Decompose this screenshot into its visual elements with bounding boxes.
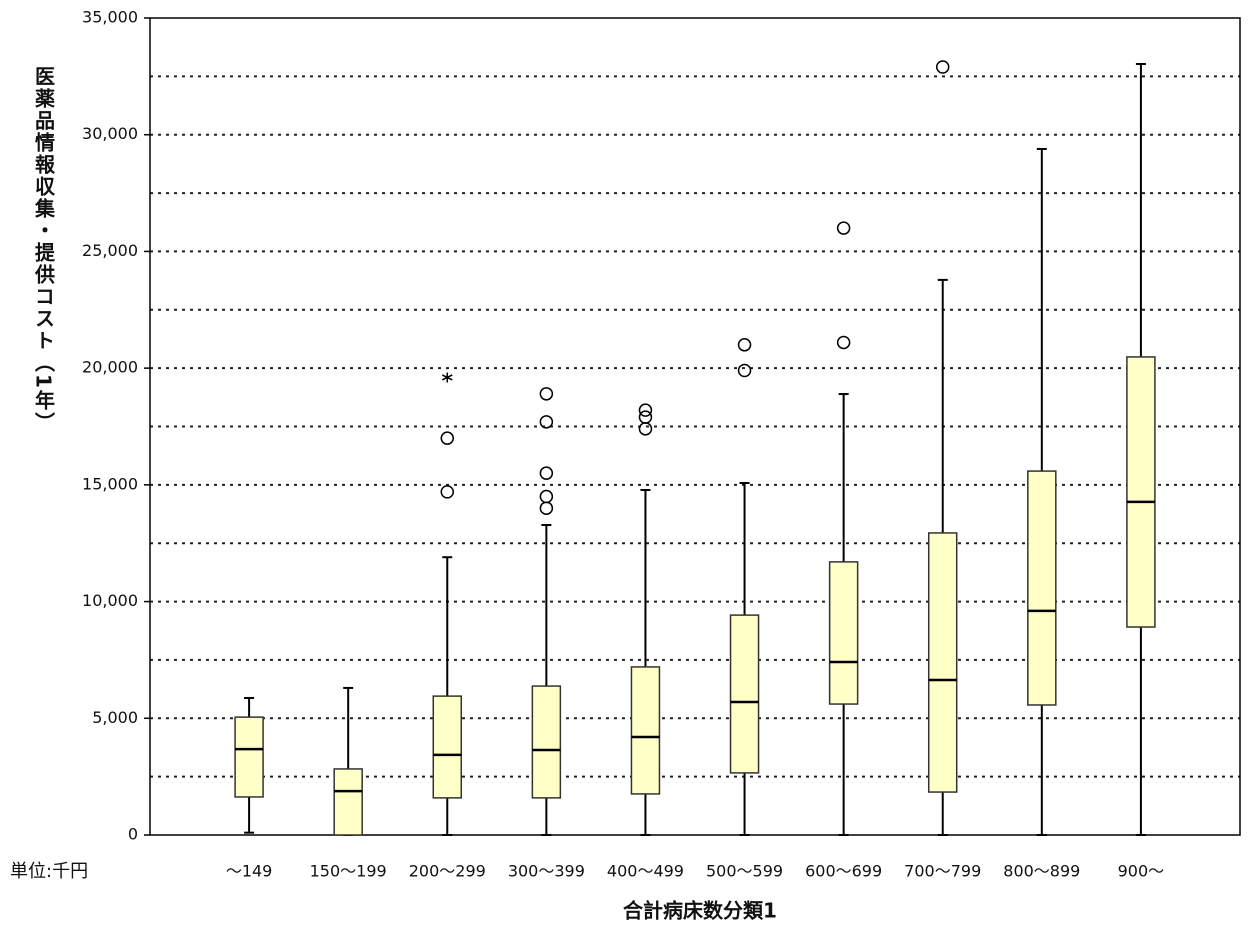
y-tick-label: 30,000 [82,124,138,143]
outlier [539,489,554,504]
box [432,695,463,799]
x-tick-label: 300～399 [508,862,585,881]
y-tick-label: 15,000 [82,474,138,493]
y-tick-label: 10,000 [82,591,138,610]
outlier [935,60,950,74]
unit-label: 単位:千円 [10,861,88,882]
y-tick-label: 0 [128,825,138,844]
box [927,532,958,793]
outlier [836,221,851,235]
y-tick-label: 35,000 [82,8,138,27]
y-tick-label: 20,000 [82,358,138,377]
y-axis-title: 医薬品情報収集・提供コスト（1年） [32,66,56,434]
outlier [539,387,554,401]
x-tick-label: 600～699 [805,862,882,881]
box [1027,470,1057,706]
box [1126,356,1156,628]
x-tick-label: ～149 [226,862,273,881]
x-tick-label: 900～ [1118,862,1165,881]
outlier [440,431,455,445]
box [729,614,760,774]
y-tick-label: 25,000 [82,241,138,260]
box [234,716,264,798]
box [828,561,859,705]
x-tick-label: 200～299 [409,862,486,881]
x-tick-label: 400～499 [607,862,684,881]
outlier [539,501,554,515]
outlier [638,422,653,436]
box [531,685,562,799]
outlier [539,415,554,429]
outlier [836,335,851,350]
x-axis-title: 合計病床数分類1 [623,899,777,923]
outlier [737,338,752,352]
plot-frame [149,17,1241,836]
y-tick-label: 5,000 [92,708,138,727]
x-tick-label: 800～899 [1003,862,1080,881]
outlier [539,466,554,480]
x-tick-label: 500～599 [706,862,783,881]
extreme [441,372,453,383]
outlier [737,363,752,378]
box [630,666,661,795]
outlier [638,410,653,424]
x-tick-label: 700～799 [904,862,981,881]
outlier [440,485,455,499]
box [333,768,363,836]
x-tick-label: 150～199 [310,862,387,881]
outlier [638,403,653,417]
